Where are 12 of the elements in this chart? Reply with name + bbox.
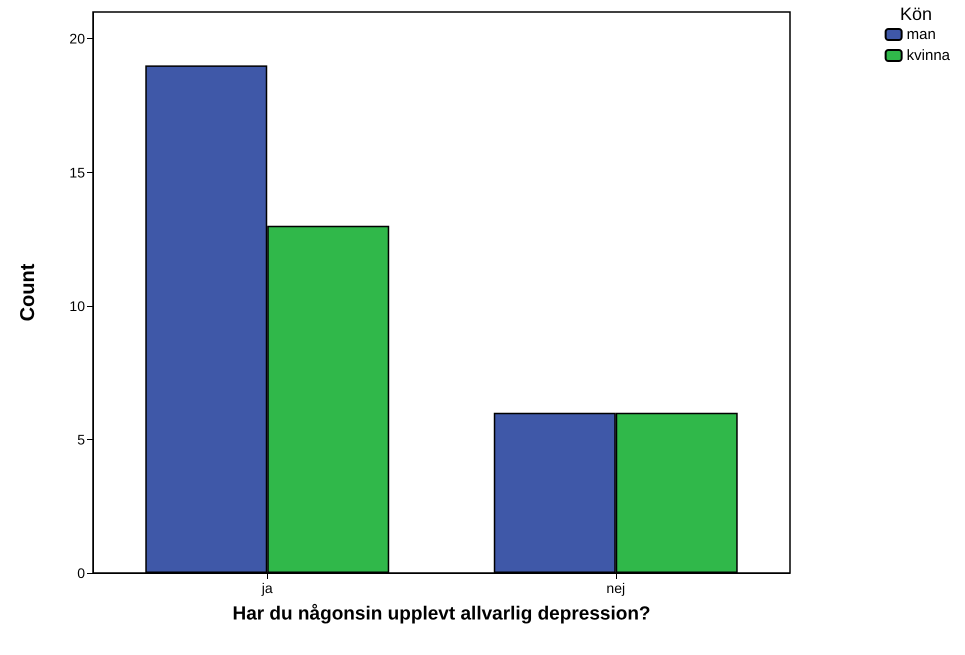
y-axis-title: Count bbox=[17, 263, 39, 322]
y-tick-label: 10 bbox=[69, 298, 86, 314]
legend-title: Kön bbox=[900, 4, 932, 24]
x-axis-title: Har du någonsin upplevt allvarlig depression? bbox=[232, 604, 651, 624]
y-tick-label: 5 bbox=[77, 431, 86, 448]
y-tick-label: 20 bbox=[69, 30, 86, 47]
x-tick-label: ja bbox=[260, 580, 273, 596]
legend-label: kvinna bbox=[906, 47, 951, 64]
y-tick-label: 0 bbox=[77, 565, 86, 581]
x-tick-label: nej bbox=[606, 580, 626, 596]
y-tick-label: 15 bbox=[69, 164, 86, 180]
legend-label: man bbox=[906, 26, 936, 43]
